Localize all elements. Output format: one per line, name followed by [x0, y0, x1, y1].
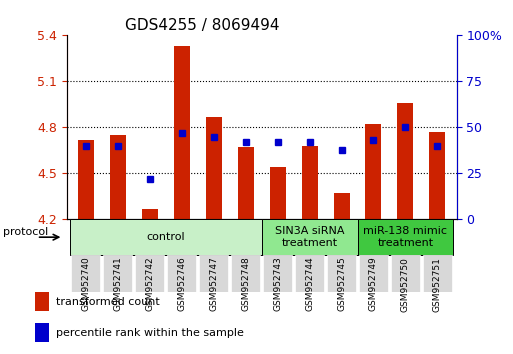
Bar [238, 147, 253, 219]
Text: control: control [146, 232, 185, 242]
Text: percentile rank within the sample: percentile rank within the sample [55, 328, 244, 338]
Bar [110, 135, 126, 219]
Text: GDS4255 / 8069494: GDS4255 / 8069494 [125, 18, 280, 33]
Text: GSM952750: GSM952750 [401, 257, 410, 312]
FancyBboxPatch shape [359, 255, 388, 292]
FancyBboxPatch shape [262, 219, 358, 255]
FancyBboxPatch shape [167, 255, 196, 292]
Text: miR-138 mimic
treatment: miR-138 mimic treatment [363, 226, 447, 248]
Text: GSM952742: GSM952742 [145, 257, 154, 312]
FancyBboxPatch shape [391, 255, 420, 292]
FancyBboxPatch shape [135, 255, 164, 292]
Text: GSM952748: GSM952748 [241, 257, 250, 312]
Bar [270, 167, 286, 219]
Bar [206, 117, 222, 219]
Bar [174, 46, 190, 219]
FancyBboxPatch shape [423, 255, 452, 292]
Text: GSM952743: GSM952743 [273, 257, 282, 312]
Bar [35, 323, 49, 342]
FancyBboxPatch shape [71, 255, 100, 292]
FancyBboxPatch shape [231, 255, 260, 292]
Text: GSM952744: GSM952744 [305, 257, 314, 312]
Bar [398, 103, 413, 219]
Text: GSM952747: GSM952747 [209, 257, 218, 312]
Text: GSM952751: GSM952751 [433, 257, 442, 312]
Text: GSM952741: GSM952741 [113, 257, 122, 312]
FancyBboxPatch shape [70, 219, 262, 255]
Text: SIN3A siRNA
treatment: SIN3A siRNA treatment [275, 226, 344, 248]
Text: GSM952745: GSM952745 [337, 257, 346, 312]
Text: GSM952740: GSM952740 [82, 257, 90, 312]
Bar [142, 209, 158, 219]
Text: GSM952749: GSM952749 [369, 257, 378, 312]
FancyBboxPatch shape [104, 255, 132, 292]
Bar [35, 292, 49, 311]
Text: transformed count: transformed count [55, 297, 160, 307]
Bar [78, 140, 94, 219]
FancyBboxPatch shape [327, 255, 356, 292]
FancyBboxPatch shape [295, 255, 324, 292]
FancyBboxPatch shape [200, 255, 228, 292]
FancyBboxPatch shape [263, 255, 292, 292]
Text: GSM952746: GSM952746 [177, 257, 186, 312]
Bar [302, 146, 318, 219]
Bar [429, 132, 445, 219]
Bar [365, 124, 382, 219]
FancyBboxPatch shape [358, 219, 453, 255]
Text: protocol: protocol [3, 227, 49, 237]
Bar [333, 193, 349, 219]
